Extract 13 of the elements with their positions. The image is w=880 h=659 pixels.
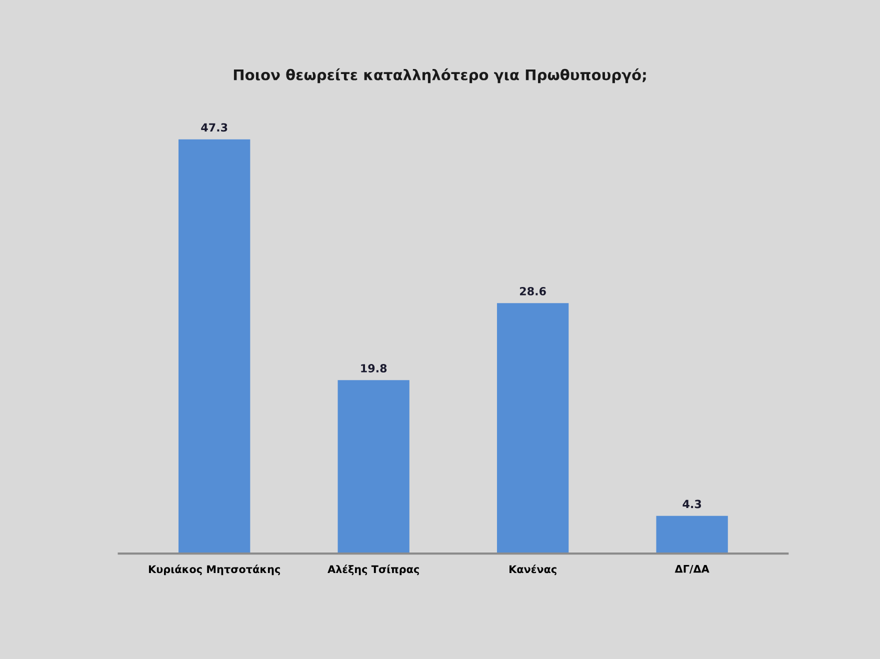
data-label: 19.8: [361, 364, 387, 372]
bar: [496, 303, 569, 554]
x-tick-label: Αλέξης Τσίπρας: [328, 564, 419, 576]
data-label: 28.6: [520, 286, 546, 296]
x-tick-label: Κυριάκος Μητσοτάκης: [148, 564, 280, 576]
data-label: 4.3: [682, 500, 702, 508]
x-tick-label: ΔΓ/ΔΑ: [674, 564, 710, 574]
x-tick-label: Κανένας: [510, 564, 556, 576]
bar: [178, 139, 250, 554]
bar: [656, 516, 728, 554]
bar: [338, 380, 410, 554]
chart-title: Ποιον θεωρείτε καταλληλότερο για Πρωθυπουργό;: [234, 68, 646, 84]
data-label: 47.3: [201, 123, 228, 132]
